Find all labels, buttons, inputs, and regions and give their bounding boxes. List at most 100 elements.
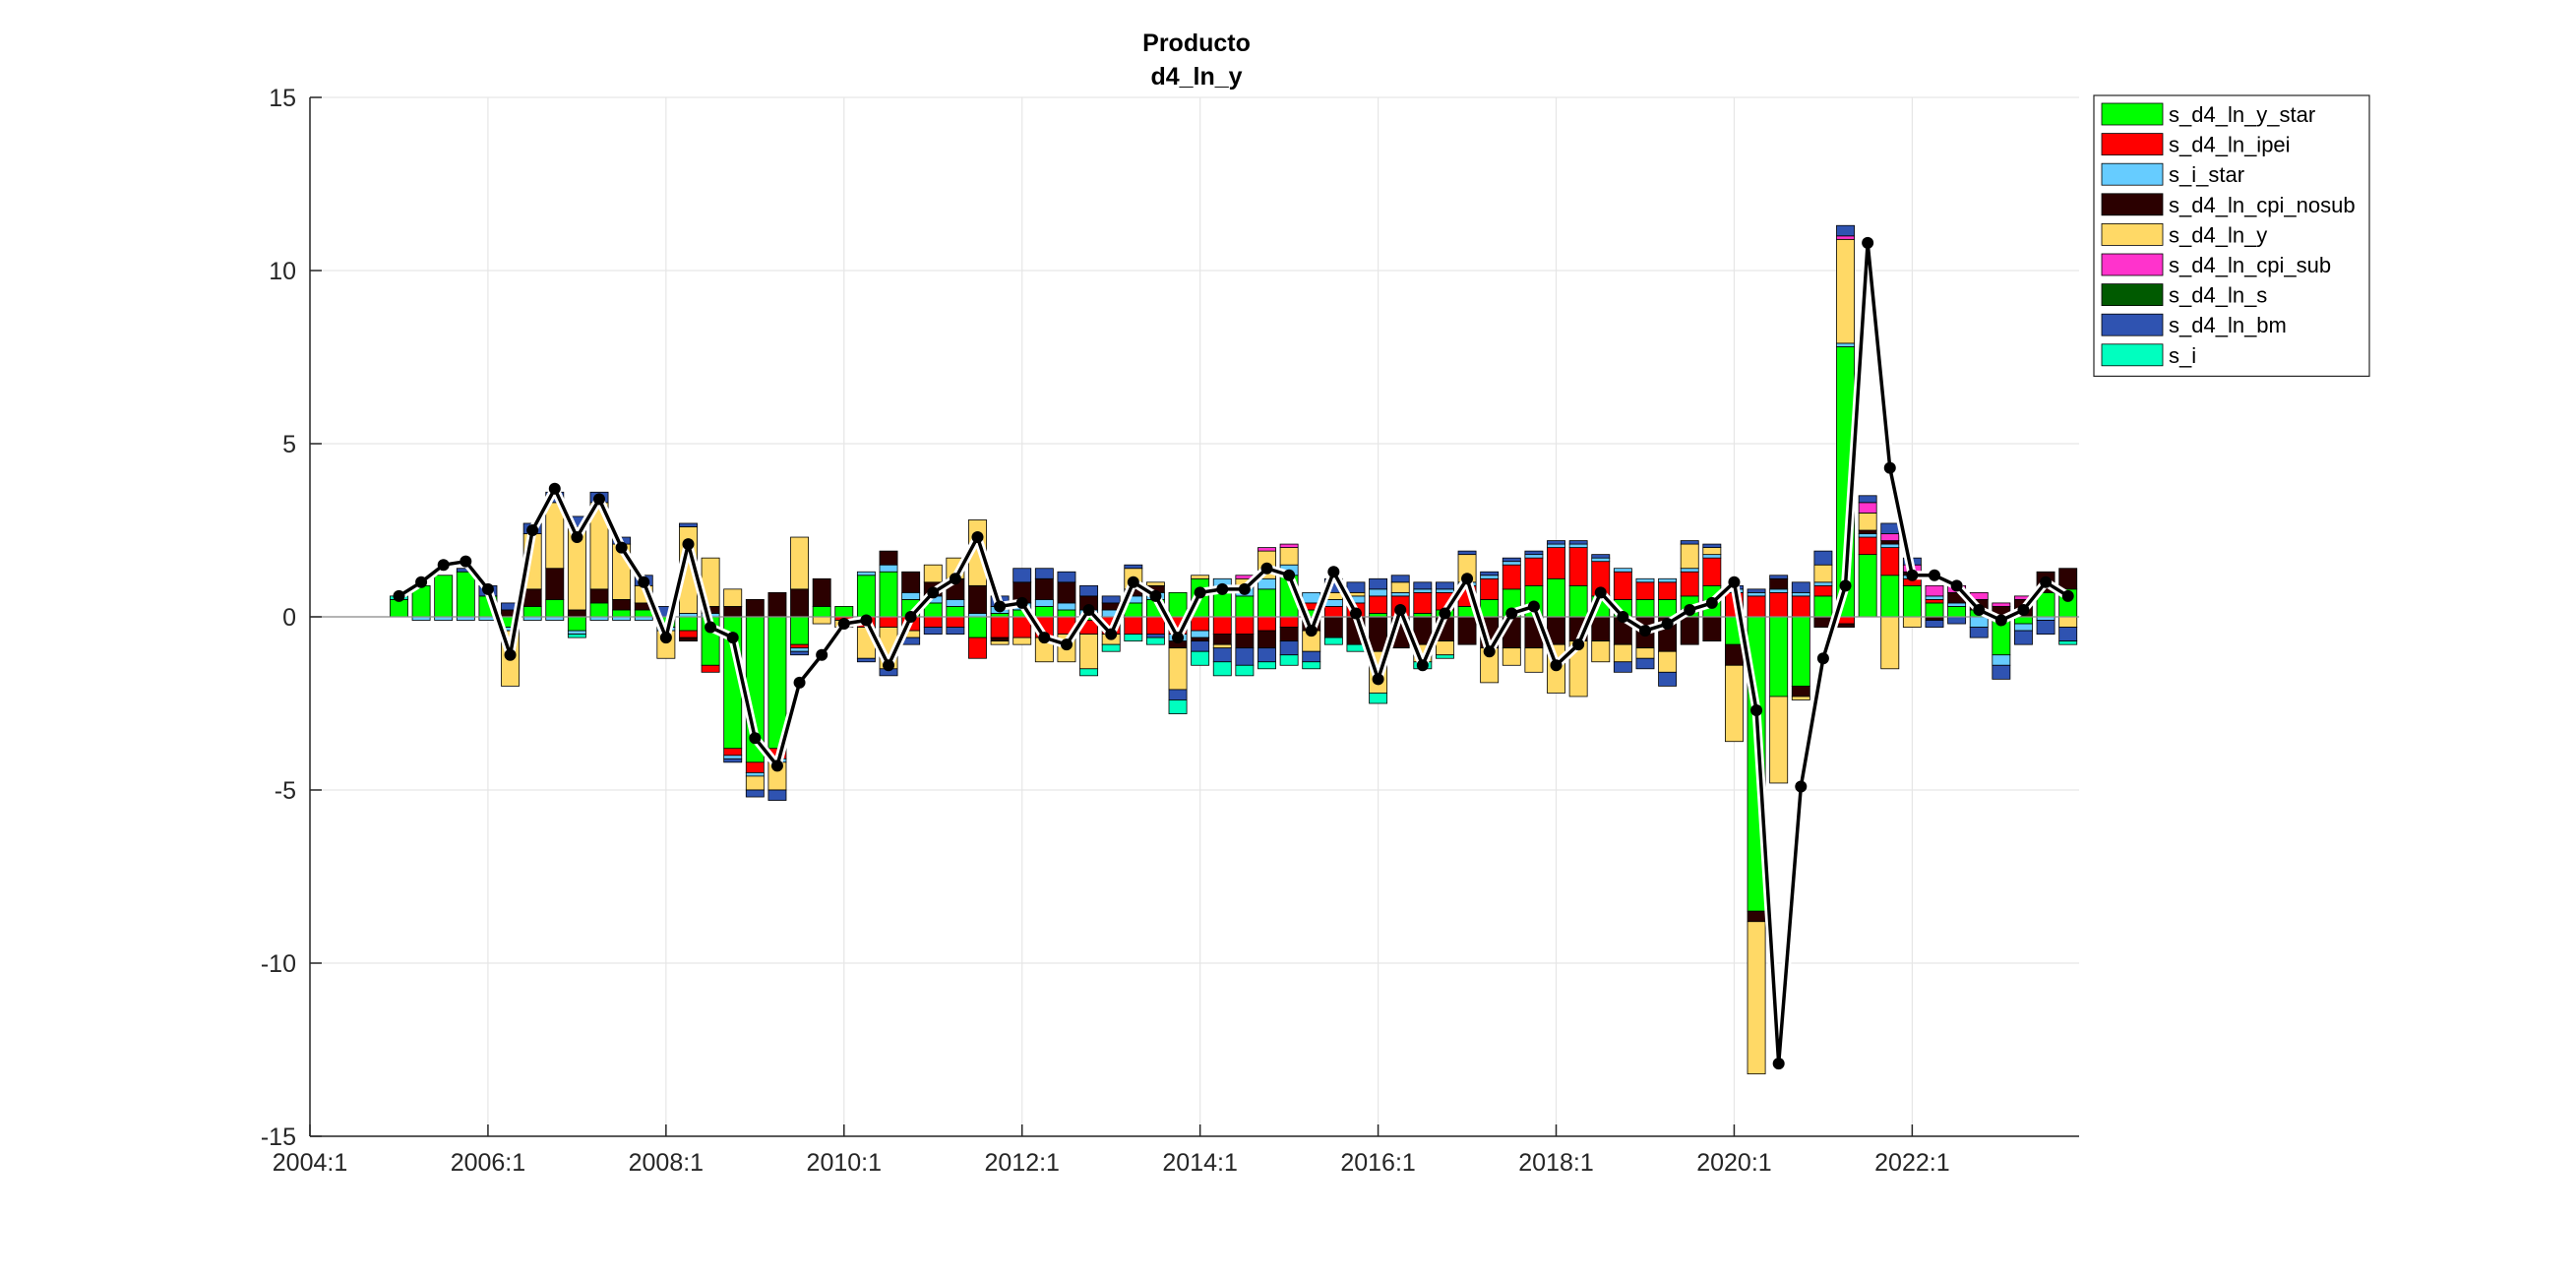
bar-segment bbox=[1257, 577, 1276, 590]
bar-segment bbox=[456, 571, 475, 618]
bar-segment bbox=[1769, 577, 1789, 590]
bar-segment bbox=[1101, 595, 1121, 604]
bar-segment bbox=[1480, 575, 1500, 579]
bar-segment bbox=[1635, 657, 1655, 670]
bar-segment bbox=[1613, 661, 1632, 673]
bar-segment bbox=[1390, 581, 1410, 593]
bar-segment bbox=[1880, 616, 1900, 670]
bar-segment bbox=[1635, 647, 1655, 659]
bar-segment bbox=[1413, 581, 1433, 590]
total-line-point bbox=[1638, 625, 1651, 637]
bar-segment bbox=[1725, 664, 1744, 743]
bar-segment bbox=[589, 588, 609, 604]
bar-segment bbox=[1947, 606, 1967, 618]
chart-title: Producto bbox=[1142, 30, 1251, 57]
bar-segment bbox=[1191, 650, 1210, 666]
bar-segment bbox=[1658, 671, 1678, 687]
total-line-point bbox=[1527, 600, 1540, 613]
bar-segment bbox=[2014, 616, 2033, 625]
legend-label: s_d4_ln_cpi_sub bbox=[2169, 253, 2331, 277]
bar-segment bbox=[1524, 550, 1544, 556]
bar-segment bbox=[990, 637, 1010, 642]
bar-segment bbox=[1145, 637, 1165, 645]
legend-swatch bbox=[2101, 133, 2164, 156]
legend-label: s_d4_ln_ipei bbox=[2169, 133, 2291, 157]
bar-segment bbox=[1502, 557, 1521, 563]
bar-segment bbox=[1813, 550, 1833, 566]
bar-segment bbox=[2058, 627, 2078, 642]
total-line-point bbox=[2061, 589, 2074, 602]
bar-segment bbox=[1323, 616, 1343, 638]
total-line-point bbox=[1950, 579, 1963, 592]
y-tick-label: 0 bbox=[282, 604, 296, 632]
bar-segment bbox=[790, 643, 810, 649]
bar-segment bbox=[1769, 575, 1789, 579]
bar-segment bbox=[1168, 647, 1188, 691]
bar-segment bbox=[1012, 637, 1032, 645]
bar-segment bbox=[1034, 599, 1054, 607]
bar-segment bbox=[1323, 637, 1343, 645]
bar-segment bbox=[879, 616, 898, 628]
bar-segment bbox=[946, 606, 965, 618]
bar-segment bbox=[1925, 602, 1944, 618]
total-line-point bbox=[1994, 614, 2007, 627]
bar-segment bbox=[946, 627, 965, 635]
bar-segment bbox=[1101, 643, 1121, 652]
total-line-point bbox=[1550, 659, 1563, 672]
bar-segment bbox=[701, 664, 720, 673]
bar-segment bbox=[567, 616, 586, 632]
bar-segment bbox=[2014, 623, 2033, 632]
x-tick-label: 2010:1 bbox=[807, 1149, 882, 1177]
total-line-point bbox=[393, 589, 405, 602]
total-line-point bbox=[593, 493, 606, 506]
bar-segment bbox=[1034, 606, 1054, 618]
bar-segment bbox=[589, 602, 609, 618]
total-line-point bbox=[437, 559, 450, 572]
x-tick-label: 2018:1 bbox=[1518, 1149, 1593, 1177]
total-line-point bbox=[1060, 638, 1073, 651]
total-line-point bbox=[1772, 1058, 1785, 1070]
bar-segment bbox=[1947, 602, 1967, 607]
bar-segment bbox=[1568, 547, 1588, 586]
bar-segment bbox=[790, 650, 810, 656]
bar-segment bbox=[1858, 533, 1877, 538]
total-line-point bbox=[705, 621, 717, 634]
legend-swatch bbox=[2101, 343, 2164, 367]
total-line-point bbox=[548, 482, 561, 495]
y-tick-label: 5 bbox=[282, 431, 296, 458]
total-line-point bbox=[1283, 569, 1296, 581]
bar-segment bbox=[1057, 602, 1076, 611]
bar-segment bbox=[1369, 588, 1388, 597]
bar-segment bbox=[1613, 568, 1632, 573]
plot-area: -15 -10 -5 0 5 10 15 2004:1 2006:1 2008:1 2010:1 20… bbox=[261, 85, 2079, 1177]
total-line-point bbox=[1816, 652, 1829, 665]
bar-segment bbox=[1235, 616, 1255, 636]
total-line-point bbox=[994, 600, 1007, 613]
bar-segment bbox=[879, 571, 898, 618]
legend-label: s_i_star bbox=[2169, 162, 2244, 187]
bar-segment bbox=[1747, 588, 1766, 593]
bar-segment bbox=[1435, 581, 1454, 590]
bar-segment bbox=[1302, 591, 1321, 604]
bar-segment bbox=[679, 637, 698, 642]
bar-segment bbox=[1235, 634, 1255, 649]
bar-segment bbox=[834, 606, 854, 618]
bar-segment bbox=[1079, 584, 1099, 597]
total-line-point bbox=[1750, 704, 1763, 717]
bar-segment bbox=[1813, 595, 1833, 618]
bar-segment bbox=[1457, 616, 1477, 645]
total-line-point bbox=[1684, 603, 1696, 616]
bar-segment bbox=[723, 748, 743, 757]
x-tick-label: 2008:1 bbox=[629, 1149, 704, 1177]
x-tick-label: 2012:1 bbox=[984, 1149, 1059, 1177]
bar-segment bbox=[812, 577, 831, 607]
bar-segment bbox=[1547, 540, 1565, 545]
y-tick-label: -10 bbox=[261, 950, 296, 978]
total-line-point bbox=[749, 732, 762, 745]
bar-segment bbox=[968, 616, 987, 638]
bar-segment bbox=[767, 591, 787, 618]
bar-segment bbox=[1925, 584, 1944, 597]
bar-segment bbox=[1547, 547, 1565, 579]
bar-segment bbox=[2058, 616, 2078, 628]
